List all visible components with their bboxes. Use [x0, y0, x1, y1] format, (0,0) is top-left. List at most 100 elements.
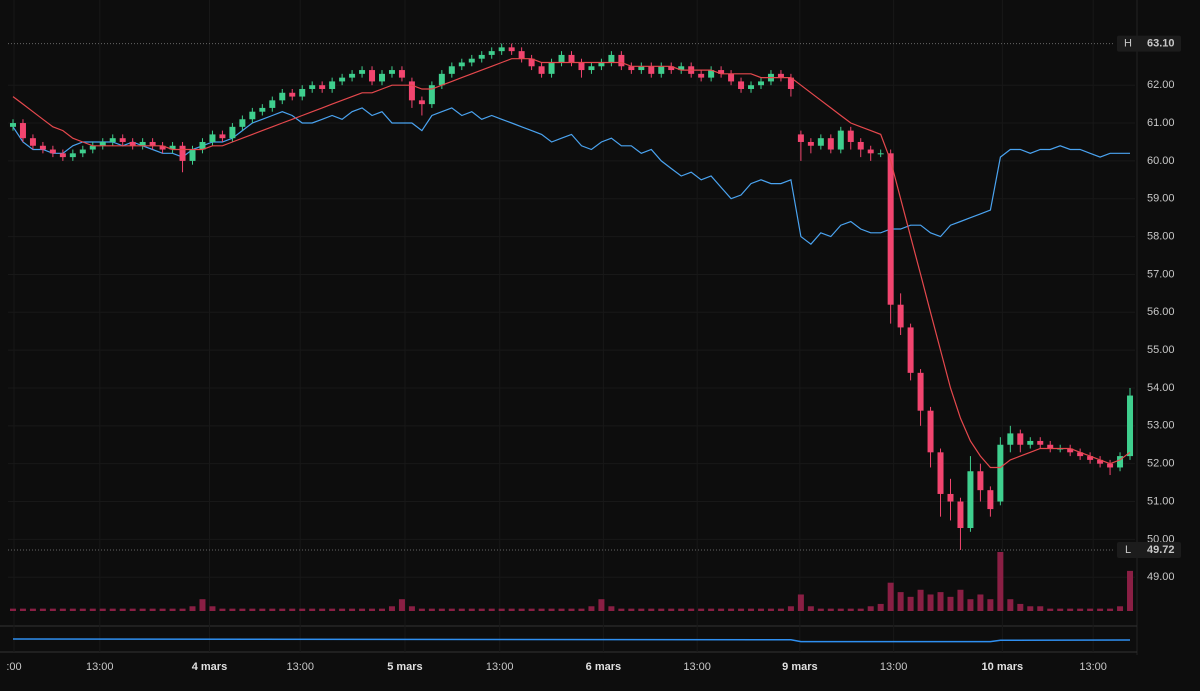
candle-body	[279, 92, 286, 101]
candle-body	[1077, 452, 1084, 457]
volume-bar	[229, 608, 236, 611]
volume-bar	[688, 608, 695, 611]
volume-bar	[857, 608, 864, 611]
volume-bar	[538, 608, 545, 611]
volume-bar	[149, 608, 156, 611]
volume-bar	[907, 596, 914, 611]
volume-bar	[199, 599, 206, 611]
x-tick-label: :00	[6, 661, 21, 673]
candle-body	[239, 119, 246, 127]
volume-bar	[867, 606, 874, 611]
volume-bar	[897, 592, 904, 611]
volume-bar	[379, 608, 386, 611]
candle-body	[349, 73, 356, 78]
candle-body	[1007, 433, 1014, 445]
volume-bar	[668, 608, 675, 611]
volume-bar	[339, 608, 346, 611]
extreme-price: 63.10	[1147, 37, 1175, 49]
candle-body	[89, 145, 96, 150]
candle-body	[9, 123, 16, 127]
volume-bar	[1027, 606, 1034, 611]
volume-bar	[139, 608, 146, 611]
volume-bar	[937, 592, 944, 611]
candle-body	[538, 66, 545, 74]
volume-bar	[69, 608, 76, 611]
candle-body	[847, 130, 854, 142]
candle-body	[299, 88, 306, 97]
x-tick-label: 13:00	[1079, 661, 1107, 673]
volume-bar	[498, 608, 505, 611]
candle-body	[169, 145, 176, 150]
candle-body	[458, 62, 465, 67]
volume-bar	[319, 608, 326, 611]
volume-bar	[1007, 599, 1014, 611]
volume-bar	[99, 608, 106, 611]
candle-body	[249, 111, 256, 120]
y-tick-label: 52.00	[1147, 458, 1175, 470]
candle-body	[438, 73, 445, 86]
volume-bar	[598, 599, 605, 611]
candle-body	[977, 471, 984, 491]
volume-bar	[289, 608, 296, 611]
candle-body	[1027, 440, 1034, 445]
ma-line	[12, 58, 1131, 469]
volume-bar	[9, 608, 16, 611]
candle-body	[498, 47, 505, 52]
candle-body	[1117, 456, 1124, 468]
volume-bar	[428, 608, 435, 611]
y-tick-label: 57.00	[1147, 268, 1175, 280]
volume-bar	[987, 599, 994, 611]
volume-bar	[518, 608, 525, 611]
candle-body	[548, 62, 555, 74]
candle-body	[1047, 444, 1054, 449]
candle-body	[668, 66, 675, 71]
volume-bar	[797, 594, 804, 611]
volume-bar	[269, 608, 276, 611]
candle-body	[29, 138, 36, 146]
candle-body	[129, 141, 136, 146]
volume-bar	[548, 608, 555, 611]
volume-bar	[1107, 608, 1114, 611]
candle-body	[508, 47, 515, 52]
candle-body	[987, 490, 994, 510]
volume-bar	[1067, 608, 1074, 611]
volume-bar	[179, 608, 186, 611]
volume-bar	[917, 589, 924, 611]
candle-body	[867, 149, 874, 154]
candle-body	[528, 58, 535, 67]
candle-body	[379, 73, 386, 82]
candle-body	[678, 66, 685, 71]
candle-body	[927, 410, 934, 453]
candle-body	[339, 77, 346, 82]
extreme-letter: H	[1124, 37, 1132, 49]
candle-body	[179, 145, 186, 161]
volume-bar	[977, 594, 984, 611]
volume-bar	[837, 608, 844, 611]
candle-body	[1087, 456, 1094, 460]
volume-bar	[49, 608, 56, 611]
candle-body	[997, 444, 1004, 502]
candle-body	[907, 327, 914, 373]
y-tick-label: 60.00	[1147, 155, 1175, 167]
candle-body	[618, 54, 625, 67]
candle-body	[119, 138, 126, 142]
volume-bar	[678, 608, 685, 611]
indicator-line	[12, 638, 1131, 643]
candle-body	[99, 141, 106, 146]
y-tick-label: 62.00	[1147, 79, 1175, 91]
volume-bar	[19, 608, 26, 611]
volume-bar	[1117, 606, 1124, 611]
y-tick-label: 54.00	[1147, 382, 1175, 394]
y-tick-label: 58.00	[1147, 230, 1175, 242]
candle-body	[289, 92, 296, 97]
candle-body	[1067, 448, 1074, 453]
volume-bar	[618, 608, 625, 611]
volume-bar	[189, 606, 196, 611]
x-tick-label: 6 mars	[586, 661, 621, 673]
volume-bar	[1087, 608, 1094, 611]
candle-body	[468, 58, 475, 63]
candle-body	[518, 51, 525, 59]
candle-body	[309, 85, 316, 89]
y-tick-label: 59.00	[1147, 193, 1175, 205]
candle-body	[857, 141, 864, 150]
